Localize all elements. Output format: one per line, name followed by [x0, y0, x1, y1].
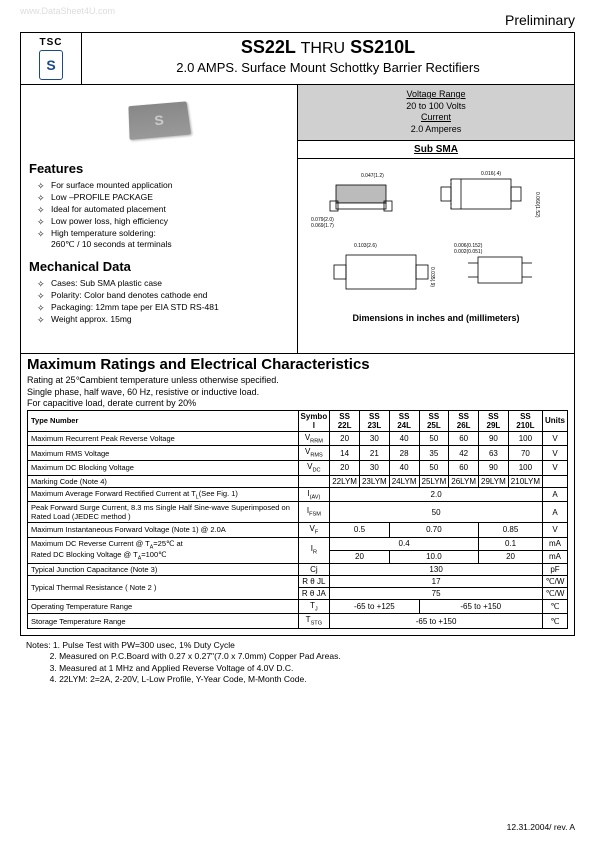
list-item: Low power loss, high efficiency — [37, 216, 289, 228]
svg-text:0.069(1.7): 0.069(1.7) — [311, 223, 334, 229]
table-row: Typical Thermal Resistance ( Note 2 )R θ… — [28, 575, 568, 587]
table-row: Maximum RMS VoltageVRMS14212835426370V — [28, 446, 568, 461]
list-item: Polarity: Color band denotes cathode end — [37, 290, 289, 302]
svg-text:0.002(0.051): 0.002(0.051) — [454, 249, 483, 255]
ratings-section: Maximum Ratings and Electrical Character… — [21, 356, 574, 635]
ratings-desc-3: For capacitive load, derate current by 2… — [27, 398, 574, 408]
mechanical-heading: Mechanical Data — [29, 259, 289, 274]
package-drawing-icon: 0.047(1.2) 0.016(.4) 0.079(2.0) 0.069(1.… — [306, 167, 566, 307]
list-item: Packaging: 12mm tape per EIA STD RS-481 — [37, 302, 289, 314]
chip-image-area: S — [21, 85, 297, 155]
logo-icon: S — [39, 50, 63, 80]
notes: Notes: 1. Pulse Test with PW=300 usec, 1… — [26, 640, 575, 686]
svg-text:0.047(1.2): 0.047(1.2) — [361, 173, 384, 179]
list-item: High temperature soldering: 260℃ / 10 se… — [37, 228, 289, 252]
table-row: Peak Forward Surge Current, 8.3 ms Singl… — [28, 502, 568, 523]
features-heading: Features — [29, 161, 289, 176]
right-column: Voltage Range 20 to 100 Volts Current 2.… — [298, 85, 574, 353]
main-frame: TSC S SS22L THRU SS210L 2.0 AMPS. Surfac… — [20, 32, 575, 636]
left-column: S Features For surface mounted applicati… — [21, 85, 298, 353]
table-row: Maximum DC Reverse Current @ TA=25℃ atRa… — [28, 537, 568, 550]
list-item: Weight approx. 15mg — [37, 314, 289, 326]
list-item: Ideal for automated placement — [37, 204, 289, 216]
chip-icon: S — [128, 101, 191, 140]
features-list: For surface mounted applicationLow –PROF… — [37, 180, 289, 251]
dimensions-caption: Dimensions in inches and (millimeters) — [306, 313, 566, 323]
product-subtitle: 2.0 AMPS. Surface Mount Schottky Barrier… — [82, 60, 574, 75]
logo-text: TSC — [40, 37, 63, 48]
ratings-heading: Maximum Ratings and Electrical Character… — [27, 356, 574, 373]
ratings-desc-2: Single phase, half wave, 60 Hz, resistiv… — [27, 387, 574, 397]
svg-text:0.103(2.6): 0.103(2.6) — [354, 243, 377, 249]
table-row: Operating Temperature RangeTJ-65 to +125… — [28, 599, 568, 614]
title-cell: SS22L THRU SS210L 2.0 AMPS. Surface Moun… — [82, 33, 574, 84]
table-row: Storage Temperature RangeTSTG-65 to +150… — [28, 614, 568, 629]
table-row: Maximum Recurrent Peak Reverse VoltageVR… — [28, 431, 568, 446]
header-row: TSC S SS22L THRU SS210L 2.0 AMPS. Surfac… — [21, 33, 574, 85]
list-item: Cases: Sub SMA plastic case — [37, 278, 289, 290]
table-row: Marking Code (Note 4)22LYM23LYM24LYM25LY… — [28, 475, 568, 487]
product-title: SS22L THRU SS210L — [82, 37, 574, 58]
mechanical-list: Cases: Sub SMA plastic casePolarity: Col… — [37, 278, 289, 326]
mid-row: S Features For surface mounted applicati… — [21, 85, 574, 354]
spec-summary: Voltage Range 20 to 100 Volts Current 2.… — [298, 85, 574, 141]
table-row: Maximum Average Forward Rectified Curren… — [28, 487, 568, 502]
table-row: Type NumberSymbolSS22LSS23LSS24LSS25LSS2… — [28, 410, 568, 431]
datasheet-page: www.DataSheet4U.com Preliminary TSC S SS… — [0, 0, 595, 842]
watermark: www.DataSheet4U.com — [20, 6, 115, 16]
list-item: For surface mounted application — [37, 180, 289, 192]
table-row: Maximum Instantaneous Forward Voltage (N… — [28, 523, 568, 538]
svg-text:0.060(1.52): 0.060(1.52) — [534, 192, 540, 218]
list-item: Low –PROFILE PACKAGE — [37, 192, 289, 204]
svg-text:0.035(.9): 0.035(.9) — [429, 267, 435, 287]
table-row: Typical Junction Capacitance (Note 3)Cj1… — [28, 563, 568, 575]
table-row: Maximum DC Blocking VoltageVDC2030405060… — [28, 460, 568, 475]
ratings-desc-1: Rating at 25℃ambient temperature unless … — [27, 375, 574, 386]
ratings-table: Type NumberSymbolSS22LSS23LSS24LSS25LSS2… — [27, 410, 568, 629]
package-diagram: 0.047(1.2) 0.016(.4) 0.079(2.0) 0.069(1.… — [298, 159, 574, 353]
package-name: Sub SMA — [298, 141, 574, 159]
svg-text:0.016(.4): 0.016(.4) — [481, 171, 501, 177]
logo-cell: TSC S — [21, 33, 82, 84]
revision-footer: 12.31.2004/ rev. A — [507, 822, 575, 832]
